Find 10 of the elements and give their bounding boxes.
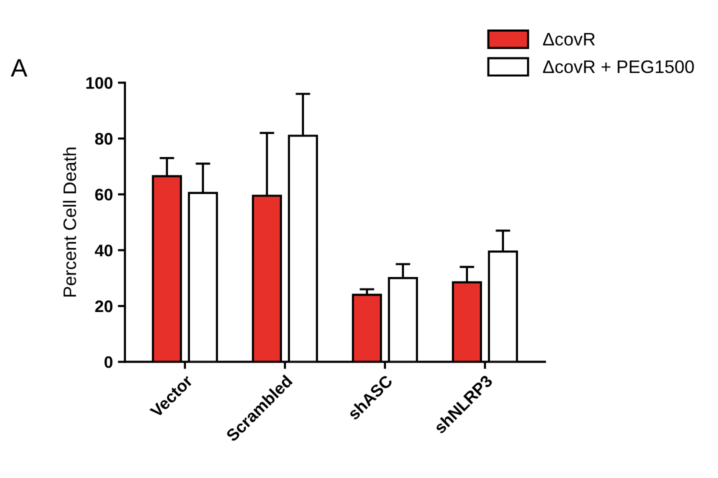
y-tick-label: 60: [95, 188, 112, 201]
y-axis-title: Percent Cell Death: [62, 148, 76, 297]
y-tick-label: 100: [86, 77, 112, 89]
legend-label: ΔcovR + PEG1500: [543, 60, 694, 74]
legend-label: ΔcovR: [543, 32, 595, 46]
text: A: [10, 59, 28, 76]
y-tick-label: 80: [95, 132, 112, 145]
y-tick-label: 20: [95, 300, 112, 312]
y-tick-label: 0: [104, 356, 112, 368]
y-tick-label: 40: [94, 244, 112, 256]
